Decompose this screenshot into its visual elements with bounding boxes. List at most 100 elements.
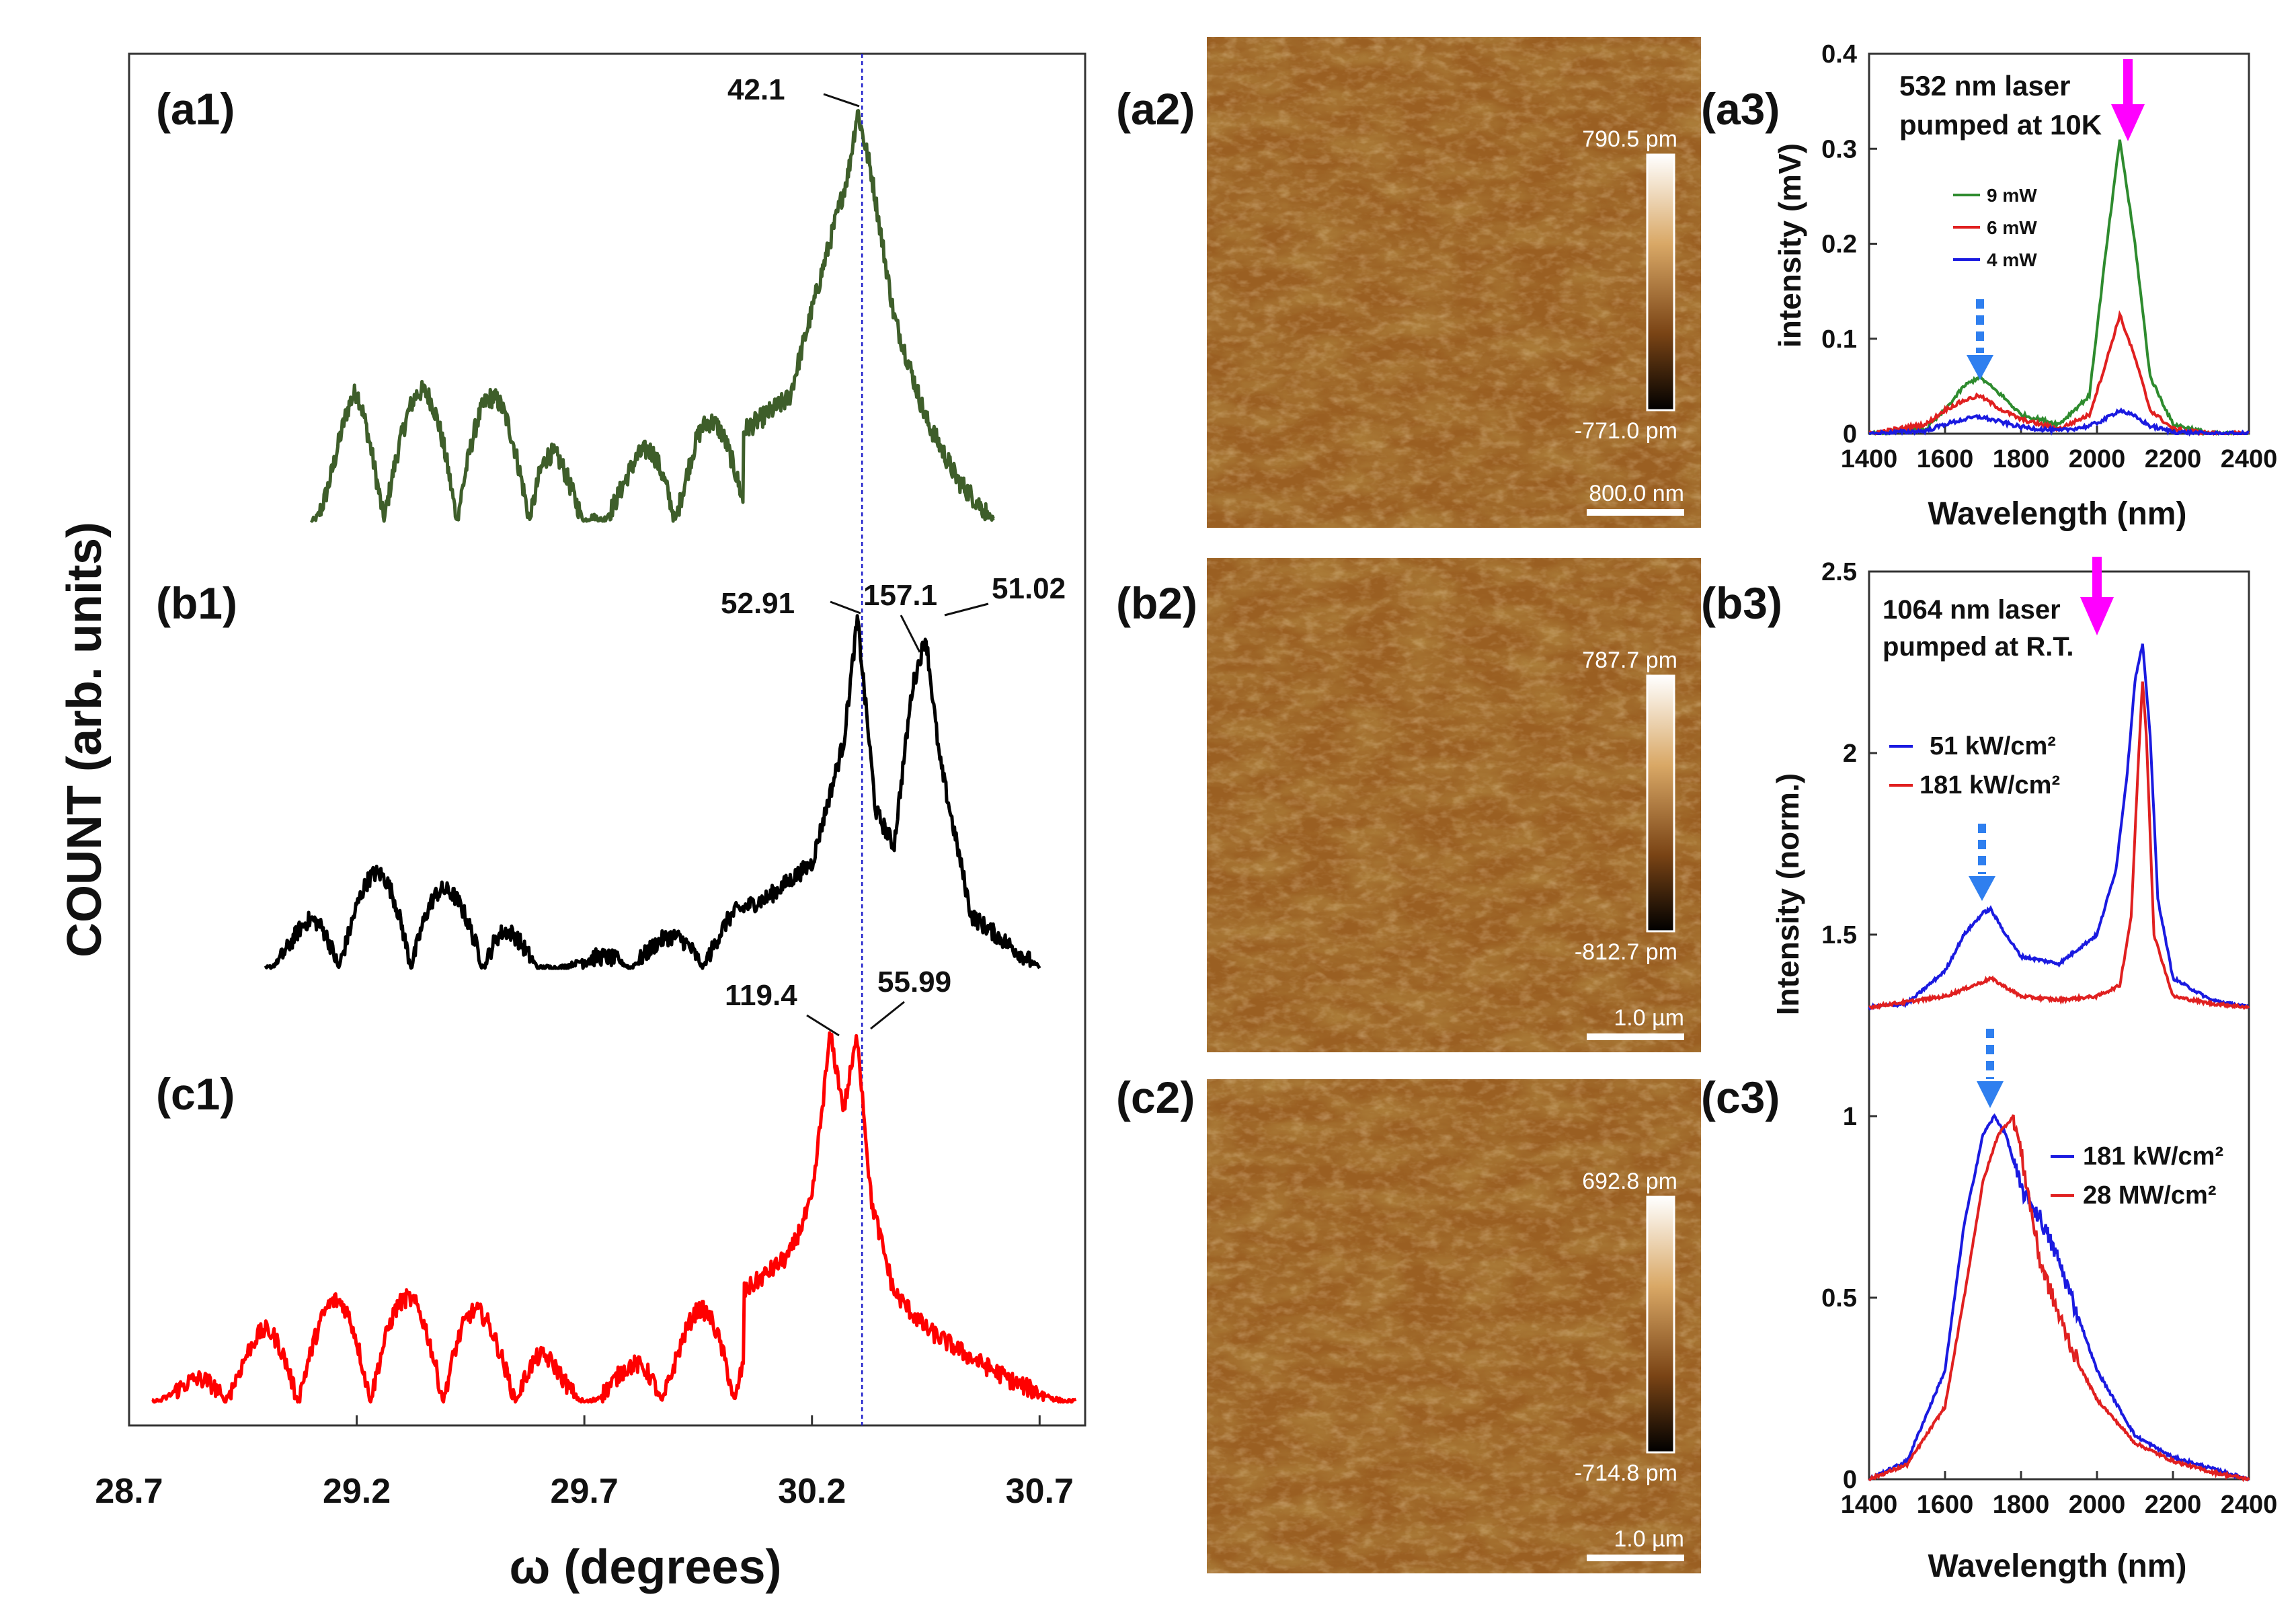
xrd-x-tick-label: 29.2 [323,1472,391,1511]
pl-rt-y-tick-label: 1 [1843,1103,1857,1131]
afm-image-3: (c2) 692.8 pm -714.8 pm 1.0 µm [1116,1072,1701,1573]
legend-text-b3-2: 181 kW/cm² [1919,771,2060,799]
pl-rt-label-c3: (c3) [1701,1072,1780,1122]
xrd-label-b1: (b1) [156,578,237,628]
peak-leader-b1-1 [830,600,861,615]
pl-rt-x-tick-label: 2400 [2221,1491,2278,1519]
xrd-curve-c1 [151,1031,1077,1404]
pl-10k-x-tick-label: 1400 [1841,445,1898,473]
pl-rt-frame [1868,570,2250,1481]
legend-text-b3-1: 51 kW/cm² [1930,732,2056,760]
pl-rt-x-tick-label: 2200 [2145,1491,2202,1519]
afm-colorbar [1646,674,1675,933]
afm-colorbar [1646,153,1675,411]
pl-10k-series-9mW [1869,139,2250,436]
afm-scalebar [1587,1033,1684,1040]
peak-leader-c1-2 [870,1000,905,1030]
afm-colorbar-max: 787.7 pm [1582,647,1677,673]
pl-10k-x-tick-label: 2400 [2221,445,2278,473]
pl-rt-annotation-line2: pumped at R.T. [1883,632,2073,662]
afm-colorbar-max: 790.5 pm [1582,126,1677,152]
peak-label-a1-1: 42.1 [727,73,785,106]
xrd-frame [128,52,1086,1427]
pl-10k-y-axis-label: intensity (mV) [1772,143,1807,348]
xrd-x-tick-label: 29.7 [551,1472,619,1511]
pl-rt-panel: (b3) (c3) 1400 1600 1800 2000 2200 240000.511… [1701,557,2277,1584]
afm-scalebar-label: 1.0 µm [1614,1526,1684,1552]
peak-label-c1-2: 55.99 [877,966,951,998]
pl-rt-y-tick-label: 0 [1843,1466,1857,1494]
pl-rt-y-tick-label: 1.5 [1821,921,1857,949]
pl-rt-ticks: 1400 1600 1800 2000 2200 2400 0 0.5 1 1.5 2 2.5 [1821,558,2277,1519]
pl-rt-series-c3-181kW [1868,1113,2250,1481]
pl-rt-x-tick-label: 2000 [2069,1491,2126,1519]
pl-10k-x-tick-label: 2000 [2069,445,2126,473]
pl-10k-y-tick-label: 0.1 [1821,325,1857,354]
afm-colorbar-max: 692.8 pm [1582,1169,1677,1194]
afm-colorbar-min: -812.7 pm [1575,939,1677,965]
legend-text-c3-2: 28 MW/cm² [2083,1181,2216,1210]
pl-10k-panel: (a3) 1400 1600 1800 2000 2200 2400 0 0.1 0.2 0.3 0… [1701,40,2277,532]
afm-scalebar-label: 1.0 µm [1614,1005,1684,1031]
afm-label: (a2) [1116,84,1195,134]
xrd-label-c1: (c1) [156,1069,235,1119]
pl-rt-series-b3-51kW [1868,643,2250,1011]
legend-text-4mW: 4 mW [1987,249,2037,270]
peak-leader-b1-2 [900,615,921,653]
pl-10k-x-tick-label: 2200 [2145,445,2202,473]
afm-texture-light [1207,1079,1701,1573]
pl-rt-x-axis-label: Wavelength (nm) [1928,1548,2187,1584]
pl-rt-series-b3-181kW [1868,681,2250,1011]
pl-rt-arrow-dashed-c3 [1977,1029,2004,1108]
pl-10k-x-axis-label: Wavelength (nm) [1928,496,2187,532]
pl-10k-y-tick-label: 0 [1843,420,1857,448]
afm-scalebar [1587,509,1684,516]
pl-10k-arrow-solid [2111,59,2145,141]
peak-label-c1-1: 119.4 [725,979,797,1012]
pl-10k-x-tick-label: 1800 [1993,445,2050,473]
pl-10k-y-tick-label: 0.3 [1821,135,1857,163]
pl-10k-y-tick-label: 0.2 [1821,231,1857,259]
peak-label-b1-1: 52.91 [721,587,795,620]
peak-label-b1-2: 157.1 [863,579,937,612]
xrd-x-tick-label: 28.7 [95,1472,163,1511]
xrd-curve-b1 [264,614,1041,970]
xrd-curve-a1 [309,109,995,523]
legend-text-c3-1: 181 kW/cm² [2083,1142,2223,1171]
xrd-label-a1: (a1) [156,84,235,134]
afm-colorbar-min: -714.8 pm [1575,1460,1677,1486]
pl-10k-series-4mW [1868,407,2250,437]
afm-panels: (a2) 790.5 pm -771.0 pm 800.0 nm (b2) 787.7 p… [1116,37,1701,1573]
pl-10k-legend: 9 mW 6 mW 4 mW [1953,185,2037,270]
pl-rt-annotation-line1: 1064 nm laser [1883,595,2061,625]
xrd-x-tick-label: 30.2 [778,1472,846,1511]
peak-leader-b1-3 [944,602,989,617]
afm-colorbar [1646,1195,1675,1454]
pl-rt-x-tick-label: 1800 [1993,1491,2050,1519]
pl-10k-ticks: 1400 1600 1800 2000 2200 2400 0 0.1 0.2 0.3 0.4 [1821,40,2277,473]
afm-label: (b2) [1116,578,1197,628]
xrd-y-axis-label: COUNT (arb. units) [58,522,112,957]
peak-label-b1-3: 51.02 [992,572,1066,605]
pl-rt-y-tick-label: 2 [1843,740,1857,768]
pl-rt-x-tick-label: 1600 [1917,1491,1974,1519]
peak-leader-a1-1 [823,93,860,108]
pl-10k-arrow-dashed [1967,299,1993,380]
xrd-x-axis-label: ω (degrees) [510,1540,782,1594]
afm-scalebar [1587,1555,1684,1561]
afm-texture-light [1207,558,1701,1052]
legend-text-9mW: 9 mW [1987,185,2037,206]
afm-image-2: (b2) 787.7 pm -812.7 pm 1.0 µm [1116,558,1701,1052]
legend-text-6mW: 6 mW [1987,217,2037,238]
pl-rt-arrow-solid-b3 [2080,557,2114,635]
afm-image-1: (a2) 790.5 pm -771.0 pm 800.0 nm [1116,37,1701,528]
pl-10k-annotation-line2: pumped at 10K [1899,109,2102,141]
pl-rt-y-tick-label: 0.5 [1821,1284,1857,1312]
xrd-x-tick-label: 30.7 [1006,1472,1074,1511]
pl-10k-annotation-line1: 532 nm laser [1899,70,2071,102]
pl-10k-y-tick-label: 0.4 [1821,40,1857,69]
xrd-panel: (a1) (b1) (c1) 42.1 52.91 157.1 51.02 11… [58,52,1086,1594]
pl-10k-label: (a3) [1701,84,1780,134]
pl-rt-series-c3-28MW [1868,1114,2250,1483]
